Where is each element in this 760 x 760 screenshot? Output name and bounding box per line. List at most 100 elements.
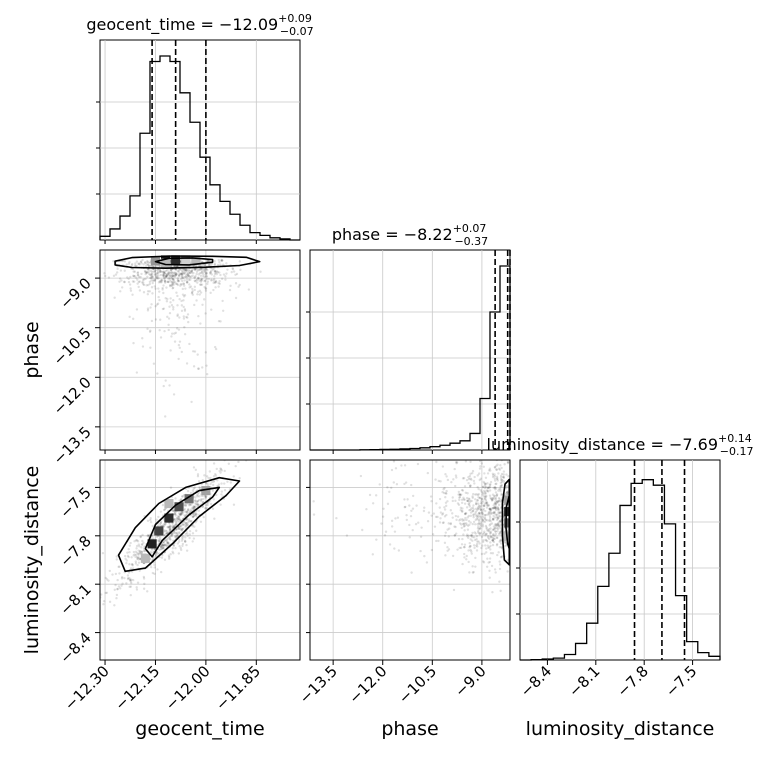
sample-point bbox=[487, 546, 490, 550]
sample-point bbox=[231, 267, 235, 271]
sample-point bbox=[157, 272, 160, 275]
sample-point bbox=[195, 279, 198, 282]
sample-point bbox=[487, 503, 490, 507]
sample-point bbox=[184, 540, 187, 543]
labels-layer: −12.30−12.15−12.00−11.85geocent_time−13.… bbox=[21, 240, 714, 740]
sample-point bbox=[462, 525, 466, 528]
sample-point bbox=[142, 291, 146, 294]
sample-point bbox=[483, 516, 487, 519]
sample-point bbox=[162, 273, 165, 277]
sample-point bbox=[443, 534, 447, 538]
sample-point bbox=[475, 517, 478, 520]
sample-point bbox=[168, 278, 171, 281]
sample-point bbox=[496, 479, 499, 482]
sample-point bbox=[180, 273, 184, 277]
sample-point bbox=[136, 552, 139, 555]
sample-point bbox=[479, 465, 482, 468]
sample-point bbox=[217, 258, 220, 262]
sample-point bbox=[444, 531, 447, 534]
sample-point bbox=[169, 349, 172, 352]
sample-point bbox=[478, 532, 481, 535]
sample-point bbox=[506, 491, 509, 494]
sample-point bbox=[485, 551, 488, 554]
sample-point bbox=[404, 481, 408, 484]
sample-point bbox=[172, 393, 176, 396]
sample-point bbox=[492, 518, 495, 521]
sample-point bbox=[212, 480, 215, 483]
sample-point bbox=[188, 283, 191, 286]
sample-point bbox=[153, 572, 156, 576]
sample-point bbox=[425, 561, 429, 564]
sample-point bbox=[185, 513, 188, 516]
sample-point bbox=[495, 494, 498, 497]
sample-point bbox=[199, 291, 203, 294]
sample-point bbox=[161, 554, 164, 557]
sample-point bbox=[148, 280, 152, 283]
sample-point bbox=[472, 504, 475, 507]
sample-point bbox=[486, 529, 489, 532]
sample-point bbox=[485, 489, 488, 492]
sample-point bbox=[225, 272, 228, 275]
sample-point bbox=[163, 271, 166, 275]
sample-point bbox=[191, 512, 195, 516]
sample-point bbox=[394, 517, 397, 520]
sample-point bbox=[160, 279, 163, 283]
sample-point bbox=[478, 518, 481, 521]
sample-point bbox=[139, 550, 142, 553]
sample-point bbox=[177, 280, 180, 283]
sample-point bbox=[445, 513, 448, 517]
sample-point bbox=[167, 557, 171, 560]
sample-point bbox=[191, 507, 195, 510]
sample-point bbox=[501, 475, 505, 479]
sample-point bbox=[130, 556, 133, 559]
sample-point bbox=[171, 522, 174, 525]
sample-point bbox=[181, 537, 184, 541]
sample-point bbox=[489, 469, 492, 472]
sample-point bbox=[435, 460, 438, 464]
sample-point bbox=[488, 486, 491, 489]
sample-point bbox=[188, 504, 191, 507]
sample-point bbox=[179, 272, 182, 275]
sample-point bbox=[164, 379, 167, 382]
sample-point bbox=[488, 518, 492, 521]
sample-point bbox=[491, 472, 495, 475]
sample-point bbox=[497, 512, 501, 515]
sample-point bbox=[190, 508, 193, 511]
sample-point bbox=[408, 523, 411, 527]
sample-point bbox=[128, 585, 131, 589]
sample-point bbox=[475, 514, 478, 518]
sample-point bbox=[495, 464, 498, 468]
sample-point bbox=[485, 526, 488, 529]
sample-point bbox=[233, 447, 235, 449]
sample-point bbox=[170, 332, 174, 335]
sample-point bbox=[152, 270, 155, 273]
sample-point bbox=[149, 517, 152, 520]
sample-point bbox=[497, 472, 500, 475]
sample-point bbox=[201, 263, 205, 267]
sample-point bbox=[464, 491, 468, 494]
sample-point bbox=[181, 495, 184, 498]
sample-point bbox=[125, 561, 128, 565]
sample-point bbox=[176, 304, 179, 307]
sample-point bbox=[458, 495, 462, 499]
sample-point bbox=[203, 263, 207, 267]
sample-point bbox=[198, 486, 201, 489]
sample-point bbox=[162, 541, 166, 544]
sample-point bbox=[471, 539, 474, 542]
sample-point bbox=[148, 265, 151, 268]
sample-point bbox=[483, 492, 486, 495]
sample-point bbox=[201, 278, 204, 281]
sample-point bbox=[153, 285, 156, 288]
sample-point bbox=[495, 494, 499, 497]
sample-point bbox=[152, 537, 155, 540]
sample-point bbox=[183, 294, 187, 297]
sample-point bbox=[128, 577, 131, 580]
density-bin bbox=[150, 256, 161, 266]
sample-point bbox=[234, 464, 237, 468]
sample-point bbox=[468, 571, 471, 574]
sample-point bbox=[100, 593, 103, 596]
sample-point bbox=[174, 265, 177, 268]
sample-point bbox=[146, 534, 149, 537]
sample-point bbox=[502, 515, 506, 518]
sample-point bbox=[134, 555, 137, 559]
